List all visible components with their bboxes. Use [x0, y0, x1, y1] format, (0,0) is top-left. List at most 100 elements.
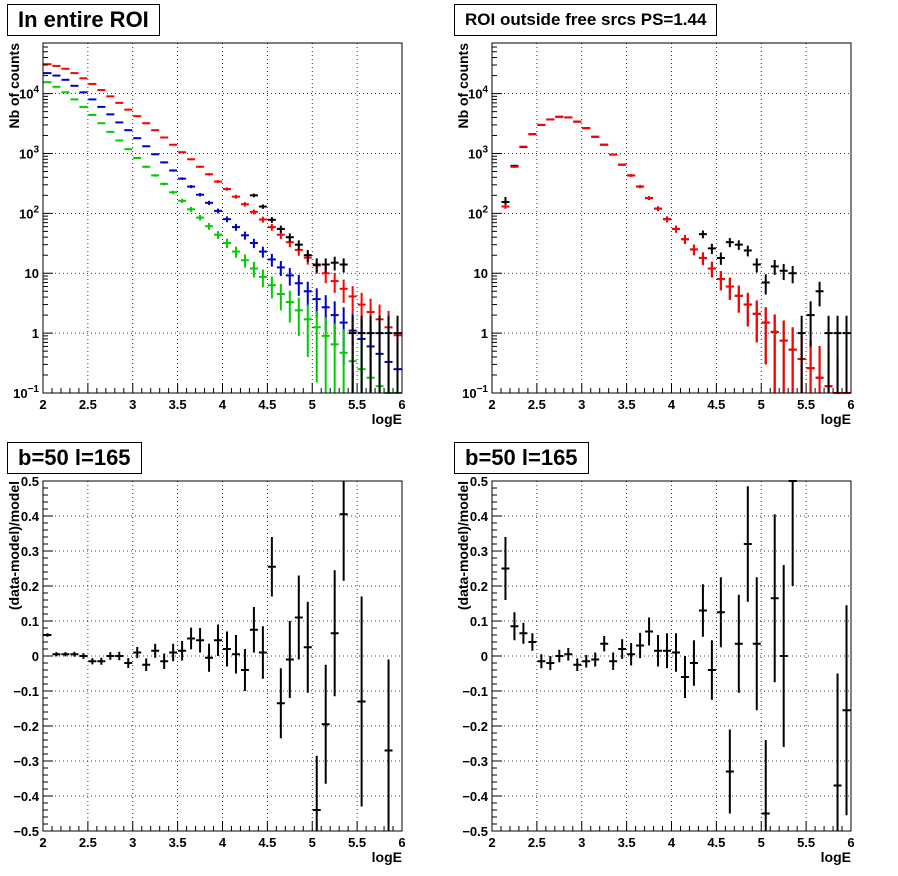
data-point	[779, 263, 788, 281]
y-axis-label: Nb of counts	[455, 43, 471, 129]
x-tick-label: 3.5	[169, 397, 187, 412]
x-tick-label: 3.5	[618, 835, 636, 850]
data-point	[178, 198, 187, 203]
data-point	[654, 635, 663, 667]
data-point	[743, 292, 752, 327]
x-tick-label: 2.5	[528, 835, 546, 850]
data-point	[348, 286, 357, 314]
y-tick-label: 10−1	[13, 384, 39, 401]
data-point	[573, 120, 582, 123]
data-point	[267, 217, 276, 223]
data-point	[366, 315, 375, 393]
x-tick-label: 3	[578, 397, 585, 412]
data-point	[169, 190, 178, 195]
data-point	[779, 565, 788, 747]
data-point	[79, 105, 88, 108]
data-point	[546, 656, 555, 670]
x-tick-label: 3.5	[169, 835, 187, 850]
data-point	[267, 537, 276, 597]
data-point	[258, 269, 267, 288]
data-point	[178, 177, 187, 180]
plot-title: b=50 l=165	[454, 442, 589, 474]
data-point	[618, 639, 627, 659]
x-tick-label: 2	[488, 397, 495, 412]
data-point	[214, 231, 223, 239]
data-point	[330, 256, 339, 271]
pad-residual-left: 2 2.5 3 3.5 4 4.5 5 5.5 6 logE −0.5 −0.4 −0.3 −0.2 −0.…	[0, 438, 449, 876]
data-point	[555, 649, 564, 663]
data-point	[258, 626, 267, 679]
x-tick-label: 5	[758, 835, 765, 850]
data-point	[833, 673, 842, 831]
y-tick-label: −0.2	[13, 719, 39, 734]
y-tick-label: 0.3	[21, 544, 39, 559]
x-tick-label: 5	[309, 397, 316, 412]
y-tick-label: −0.5	[13, 824, 39, 839]
x-tick-label: 5.5	[797, 397, 815, 412]
data-point	[97, 105, 106, 108]
y-tick-label: 102	[468, 204, 488, 221]
data-point	[806, 301, 815, 347]
y-tick-label: 0.4	[470, 509, 489, 524]
data-point	[267, 253, 276, 267]
data-point	[115, 121, 124, 124]
data-point	[501, 204, 510, 209]
y-tick-label: −0.4	[13, 789, 39, 804]
y-tick-label: 103	[19, 144, 39, 161]
data-series	[43, 72, 402, 393]
data-point	[240, 254, 249, 268]
data-point	[833, 315, 842, 393]
data-point	[689, 640, 698, 686]
data-point	[384, 659, 393, 831]
data-point	[249, 209, 258, 215]
data-point	[815, 345, 824, 393]
data-point	[249, 238, 258, 249]
data-point	[160, 182, 169, 186]
data-point	[303, 281, 312, 307]
data-point	[294, 297, 303, 336]
data-point	[142, 122, 151, 125]
data-point	[770, 314, 779, 393]
data-point	[249, 193, 258, 198]
data-point	[671, 225, 680, 233]
data-point	[761, 307, 770, 365]
data-point	[330, 323, 339, 393]
x-tick-label: 2	[39, 835, 46, 850]
data-point	[258, 246, 267, 258]
data-point	[752, 258, 761, 273]
data-point	[151, 643, 160, 658]
y-tick-label: 10	[25, 266, 39, 281]
x-tick-label: 4	[668, 835, 676, 850]
data-point	[276, 668, 285, 739]
data-point	[645, 196, 654, 201]
data-point	[214, 180, 223, 183]
x-tick-label: 3	[129, 835, 136, 850]
y-tick-label: 103	[468, 144, 488, 161]
data-point	[339, 329, 348, 393]
x-tick-label: 6	[398, 397, 405, 412]
data-point	[231, 246, 240, 258]
data-series	[43, 81, 402, 394]
x-tick-label: 5	[758, 397, 765, 412]
data-point	[115, 139, 124, 142]
data-point	[97, 122, 106, 125]
y-tick-label: −0.1	[462, 684, 488, 699]
x-tick-label: 2	[488, 835, 495, 850]
y-tick-label: −0.5	[462, 824, 488, 839]
data-point	[761, 274, 770, 295]
data-point	[97, 657, 106, 665]
data-point	[654, 206, 663, 212]
data-point	[734, 240, 743, 250]
data-point	[743, 486, 752, 602]
x-axis-label: logE	[821, 849, 851, 865]
data-point	[716, 271, 725, 291]
data-point	[339, 279, 348, 303]
data-point	[240, 231, 249, 240]
data-point	[276, 284, 285, 311]
data-point	[671, 633, 680, 672]
data-point	[698, 230, 707, 239]
data-point	[842, 315, 851, 393]
data-point	[187, 206, 196, 212]
y-tick-label: 0.2	[21, 579, 39, 594]
